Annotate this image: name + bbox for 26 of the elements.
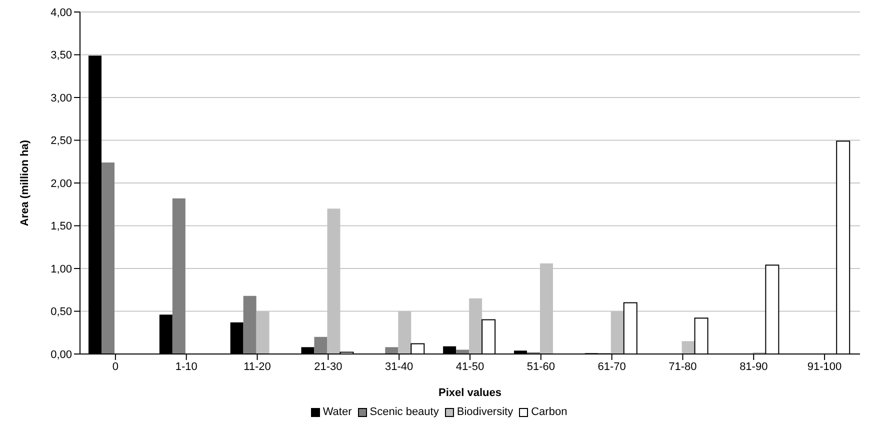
x-tick-label: 41-50 xyxy=(456,360,484,373)
y-tick-label: 2,00 xyxy=(50,178,72,190)
y-tick-label: 1,00 xyxy=(50,263,72,276)
legend-label: Scenic beauty xyxy=(370,406,439,418)
legend-label: Water xyxy=(322,406,352,418)
x-tick-label: 21-30 xyxy=(314,360,342,373)
y-tick-label: 0,50 xyxy=(50,306,72,318)
x-axis-title: Pixel values xyxy=(438,387,502,399)
y-tick-label: 1,50 xyxy=(50,220,72,233)
x-tick-label: 0 xyxy=(112,360,119,373)
y-tick-label: 3,00 xyxy=(50,92,72,104)
x-tick-label: 31-40 xyxy=(385,360,414,373)
x-tick-label: 61-70 xyxy=(598,360,626,373)
x-tick-label: 11-20 xyxy=(244,360,271,373)
y-tick-label: 2,50 xyxy=(50,135,72,148)
x-tick-label: 51-60 xyxy=(526,360,555,373)
y-tick-label: 4,00 xyxy=(50,6,72,19)
legend-label: Carbon xyxy=(531,406,568,418)
x-tick-label: 81-90 xyxy=(740,360,768,373)
x-tick-label: 71-80 xyxy=(668,360,697,373)
legend-label: Biodiversity xyxy=(456,406,514,418)
y-axis-title: Area (million ha) xyxy=(18,140,31,226)
x-tick-label: 91-100 xyxy=(807,360,842,373)
x-tick-label: 1-10 xyxy=(175,360,198,373)
y-tick-label: 0,00 xyxy=(50,348,72,361)
y-tick-label: 3,50 xyxy=(50,50,72,62)
